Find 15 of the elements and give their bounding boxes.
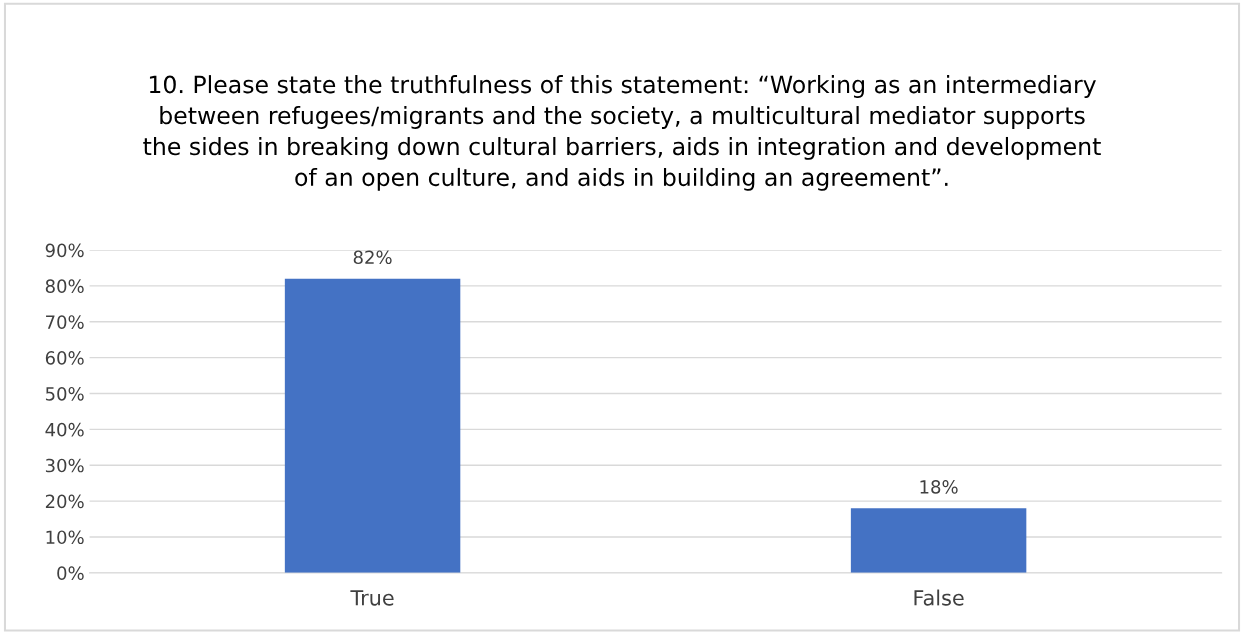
y-tick-label: 0% [57,566,84,580]
y-tick-label: 50% [45,386,84,401]
x-tick-label: False [914,589,964,606]
chart-title: 10. Please state the truthfulness of this statement: “Working as an intermediary between refugees/migrants and the society, a multicultural mediator supports the sides in breaking down cultural barriers, aids in integration and development of an open culture, and aids in building an agreement”. [143,75,1101,191]
y-tick-label: 30% [45,458,84,473]
y-tick-label: 70% [46,315,84,329]
y-tick-label: 20% [45,494,84,509]
y-tick-label: 40% [45,422,84,437]
y-tick-label: 10% [46,530,84,545]
y-tick-label: 60% [45,351,84,365]
y-tick-label: 80% [45,279,84,294]
data-label: 82% [353,250,392,265]
data-label: 18% [920,480,958,494]
x-tick-label: True [350,590,394,606]
y-tick-label: 90% [45,243,84,258]
